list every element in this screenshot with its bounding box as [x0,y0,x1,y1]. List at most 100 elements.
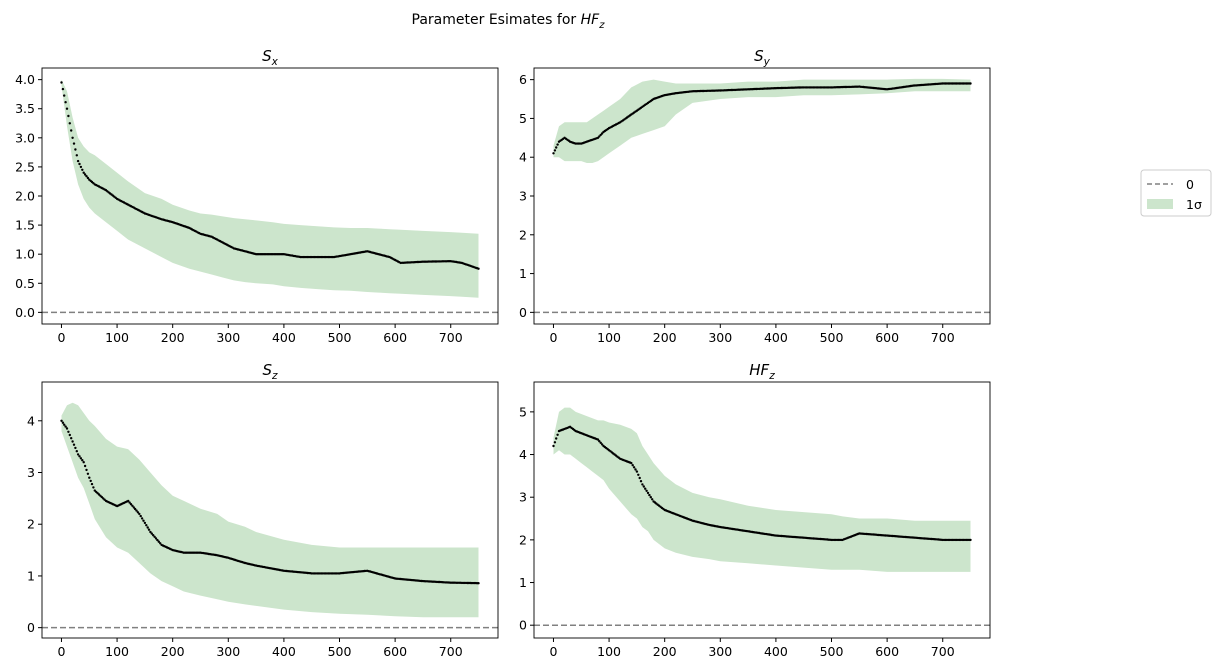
legend-band-swatch [1147,199,1173,209]
estimate-point [70,437,73,440]
y-tick-label: 2 [519,227,527,242]
x-tick-label: 100 [105,330,129,345]
estimate-point [648,493,651,497]
x-tick-label: 300 [708,330,732,345]
estimate-point [555,437,558,440]
estimate-point [76,159,80,163]
x-tick-label: 200 [653,330,677,345]
estimate-point [159,542,162,545]
y-tick-label: 1 [519,266,527,281]
x-tick-label: 300 [708,644,732,659]
estimate-point [64,425,67,428]
x-tick-label: 500 [820,644,844,659]
x-tick-label: 0 [549,644,557,659]
estimate-point [128,501,131,504]
estimate-point [598,440,601,443]
sigma-band [553,78,971,163]
estimate-point [78,162,81,166]
x-tick-label: 300 [216,330,240,345]
legend-band-label: 1σ [1186,197,1202,212]
estimate-points [60,419,480,585]
estimate-points [60,81,480,270]
estimate-point [642,485,645,488]
estimate-point [68,122,72,125]
estimate-point [477,582,480,585]
estimate-point [649,496,652,499]
estimate-point [61,87,65,91]
estimate-point [153,535,156,538]
estimate-point [596,438,600,441]
estimate-point [154,537,158,540]
legend-zero-label: 0 [1186,177,1194,192]
estimate-point [600,132,604,135]
estimate-point [598,135,601,138]
x-tick-label: 600 [383,330,407,345]
estimate-point [65,427,69,430]
estimate-point [152,534,155,537]
estimate-point [79,457,83,460]
x-tick-label: 100 [597,644,621,659]
y-tick-label: 0.5 [15,276,35,291]
estimate-point [72,443,76,446]
y-tick-label: 4.0 [15,72,35,87]
estimate-point [82,461,85,464]
estimate-point [135,509,138,512]
x-tick-label: 700 [931,644,955,659]
estimate-point [552,444,555,448]
legend: 0 1σ [1140,169,1212,217]
estimate-point [138,512,141,516]
axes-frame [41,381,499,639]
estimate-point [599,441,602,444]
estimate-points [552,82,972,155]
x-tick-label: 200 [653,644,677,659]
estimate-point [651,498,654,501]
estimate-point [143,521,147,525]
estimate-point [74,446,77,450]
subplot-title: Sx [262,47,279,68]
estimate-point [60,81,63,84]
x-tick-label: 200 [161,330,185,345]
subplot-4: 0 100 200 300 400 500 600 700 0 1 2 3 4 5 HFz [519,361,991,659]
estimate-point [83,464,87,468]
subplot-title: Sy [754,47,771,68]
y-tick-label: 0 [519,305,527,320]
x-tick-label: 600 [383,644,407,659]
y-tick-label: 0 [519,618,527,633]
x-tick-label: 0 [57,644,65,659]
x-tick-label: 400 [272,330,296,345]
estimate-point [70,129,73,132]
estimate-point [639,480,643,483]
estimate-point [89,479,92,483]
x-tick-label: 100 [105,644,129,659]
x-tick-label: 700 [931,330,955,345]
estimate-point [76,453,80,456]
estimate-point [146,526,149,529]
estimate-point [553,441,557,444]
x-tick-label: 700 [439,644,463,659]
y-tick-label: 4 [519,447,527,462]
subplot-3: 0 100 200 300 400 500 600 700 0 1 2 3 4 Sz [27,361,499,659]
x-tick-label: 600 [875,644,899,659]
estimate-point [150,532,153,535]
estimate-point [72,142,76,145]
sigma-band [553,407,971,572]
x-tick-label: 400 [764,330,788,345]
estimate-point [630,461,633,465]
x-tick-label: 600 [875,330,899,345]
subplot-2: 0 100 200 300 400 500 600 700 0 1 2 3 4 5 6 Sy [519,47,991,345]
x-tick-label: 0 [57,330,65,345]
estimate-point [61,421,65,424]
estimate-point [638,476,641,480]
estimate-point [68,433,72,437]
estimate-point [969,82,972,85]
y-tick-label: 6 [519,72,527,87]
estimate-point [969,538,972,542]
subplot-title: Sz [262,361,278,382]
y-tick-label: 1 [519,575,527,590]
figure-suptitle: Parameter Esimates for HFz [412,12,606,31]
estimate-point [645,489,648,492]
estimate-point [85,175,88,178]
estimate-point [129,503,133,506]
y-tick-label: 2.0 [15,189,35,204]
